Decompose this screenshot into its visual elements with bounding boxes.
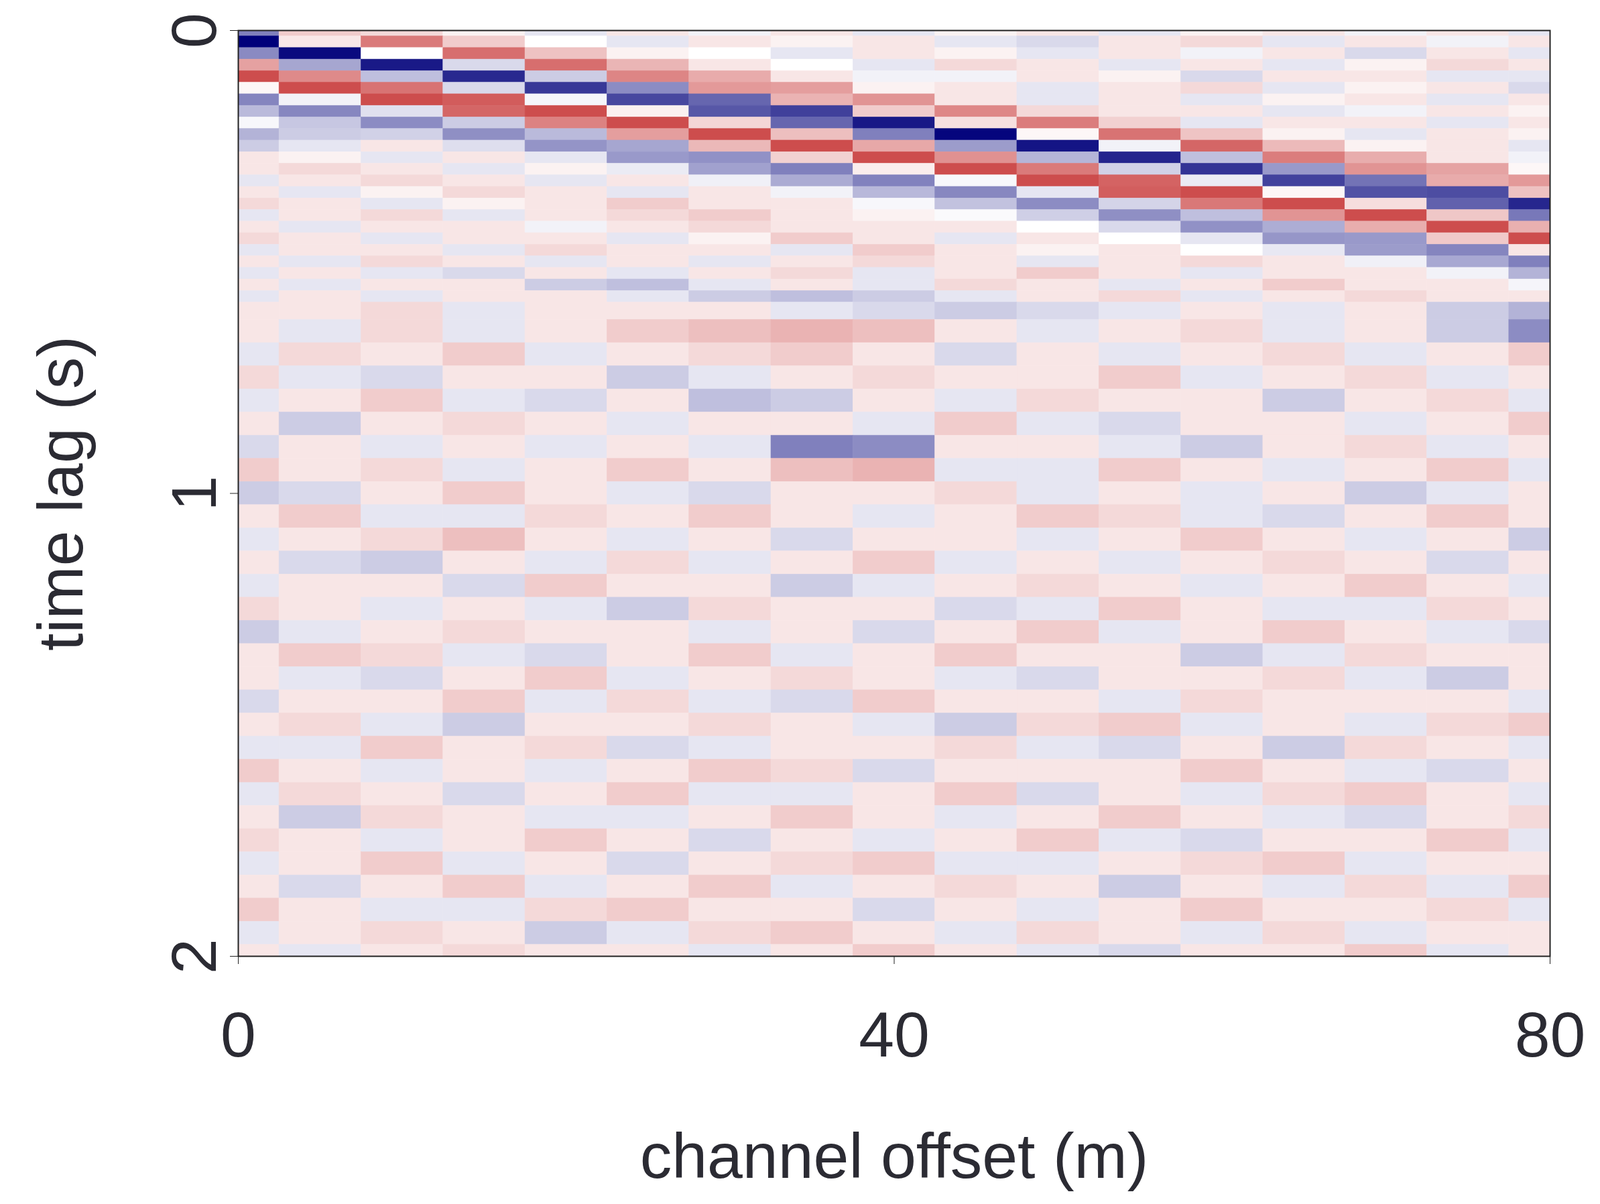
svg-text:0: 0 (158, 12, 230, 49)
svg-text:80: 80 (1514, 998, 1586, 1070)
svg-text:2: 2 (158, 938, 230, 974)
svg-text:0: 0 (220, 998, 257, 1070)
svg-text:40: 40 (858, 998, 930, 1070)
svg-text:time lag (s): time lag (s) (24, 335, 96, 651)
svg-text:channel offset (m): channel offset (m) (640, 1120, 1149, 1192)
svg-text:1: 1 (158, 475, 230, 512)
